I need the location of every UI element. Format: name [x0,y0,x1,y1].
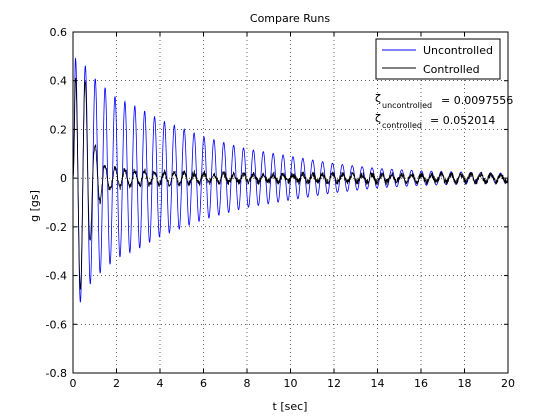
series-line-controlled [72,77,509,290]
legend-label-controlled: Controlled [423,63,480,76]
x-tick-label: 14 [371,377,385,390]
annotation-controlled-value: = 0.052014 [430,114,495,127]
annotation-controlled: ζ controlled = 0.052014 [375,112,495,130]
annotation-uncontrolled-subscript: uncontrolled [382,101,432,110]
legend: Uncontrolled Controlled [375,38,501,80]
annotation-uncontrolled-value: = 0.0097556 [441,94,513,107]
series-layer [72,57,509,303]
y-tick-label: 0.2 [50,123,68,136]
x-tick-label: 4 [157,377,164,390]
annotation-controlled-subscript: controlled [382,121,422,130]
y-tick-label: -0.2 [46,221,67,234]
y-tick-label: 0.6 [50,26,68,39]
x-tick-label: 8 [244,377,251,390]
y-tick-label: 0 [60,172,67,185]
x-tick-label: 12 [327,377,341,390]
plot-area [73,32,508,373]
y-axis-label: g [gs] [28,190,41,222]
y-tick-label: -0.6 [46,318,67,331]
x-tick-label: 6 [200,377,207,390]
y-tick-label: -0.8 [46,367,67,380]
y-tick-label: 0.4 [50,75,68,88]
x-tick-label: 16 [414,377,428,390]
chart-title: Compare Runs [250,12,330,25]
annotation-uncontrolled-symbol: ζ [375,92,381,105]
x-tick-label: 20 [501,377,515,390]
x-tick-label: 0 [70,377,77,390]
x-tick-label: 18 [458,377,472,390]
annotation-uncontrolled: ζ uncontrolled = 0.0097556 [375,92,513,110]
y-tick-label: -0.4 [46,270,67,283]
x-tick-label: 2 [113,377,120,390]
x-tick-label: 10 [284,377,298,390]
legend-box [375,38,501,80]
annotation-controlled-symbol: ζ [375,112,381,125]
legend-label-uncontrolled: Uncontrolled [423,44,493,57]
ticks: 0 2 4 6 8 10 12 14 16 18 20 -0.8 -0.6 -0.4 -0.2 0 0.2 0.4… [46,26,515,390]
x-axis-label: t [sec] [273,400,308,413]
